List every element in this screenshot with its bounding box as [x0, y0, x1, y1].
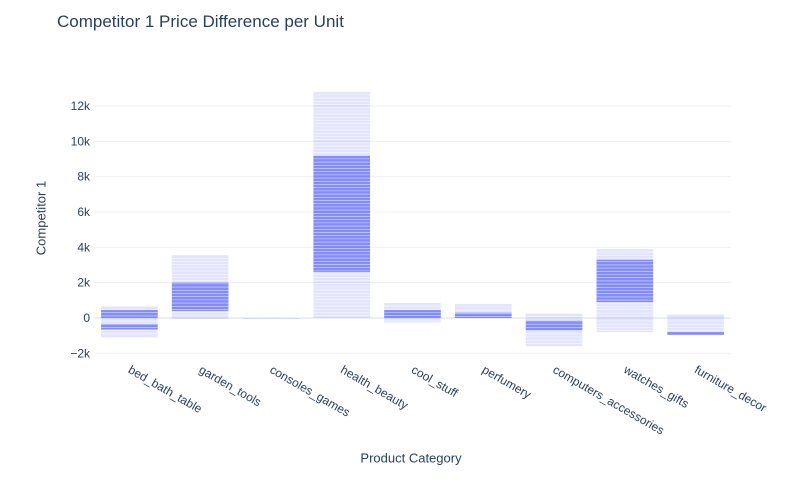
bar-negative: [101, 318, 158, 338]
bar-negative: [171, 318, 229, 319]
bars: [101, 91, 724, 347]
x-axis-label: Product Category: [360, 450, 462, 466]
x-tick-label: perfumery: [480, 362, 534, 401]
bar-positive: [454, 303, 512, 318]
y-tick-label: 4k: [77, 240, 91, 254]
y-tick-label: −2k: [70, 346, 91, 360]
bar-segment: [384, 318, 441, 323]
x-tick-label: furniture_decor: [692, 362, 769, 414]
x-tick-label: garden_tools: [197, 362, 264, 409]
bar-positive: [384, 302, 441, 318]
x-tick-label: cool_stuff: [409, 362, 461, 400]
chart-title: Competitor 1 Price Difference per Unit: [57, 12, 344, 31]
bar-segment: [242, 318, 300, 319]
bar-segment: [525, 320, 583, 331]
bar-negative: [667, 318, 724, 335]
bar-segment: [667, 314, 724, 318]
y-tick-label: 8k: [77, 170, 91, 184]
bar-positive: [596, 249, 654, 318]
y-tick-labels: −2k 0 2k 4k 6k 8k 10k 12k: [70, 99, 91, 360]
bar-negative: [525, 318, 583, 347]
bar-negative: [242, 318, 300, 319]
bar-negative: [384, 318, 441, 323]
bar-segment: [596, 318, 654, 333]
bar-segment: [667, 332, 724, 335]
y-tick-label: 6k: [77, 205, 91, 219]
bar-segment: [101, 310, 158, 318]
y-tick-label: 10k: [71, 134, 91, 148]
x-tick-label: bed_bath_table: [126, 362, 205, 416]
bar-segment: [101, 324, 158, 330]
y-tick-label: 12k: [71, 99, 91, 113]
bar-positive: [525, 313, 583, 318]
bar-negative: [596, 318, 654, 333]
bar-segment: [525, 313, 583, 318]
y-tick-label: 0: [83, 311, 90, 325]
y-tick-label: 2k: [77, 276, 91, 290]
bar-positive: [667, 314, 724, 318]
x-tick-label: watches_gifts: [620, 362, 691, 411]
bar-segment: [454, 312, 512, 318]
bar-positive: [171, 255, 229, 318]
bar-segment: [171, 318, 229, 319]
bar-positive: [101, 306, 158, 318]
bar-positive: [313, 91, 371, 318]
bar-segment: [384, 310, 441, 318]
